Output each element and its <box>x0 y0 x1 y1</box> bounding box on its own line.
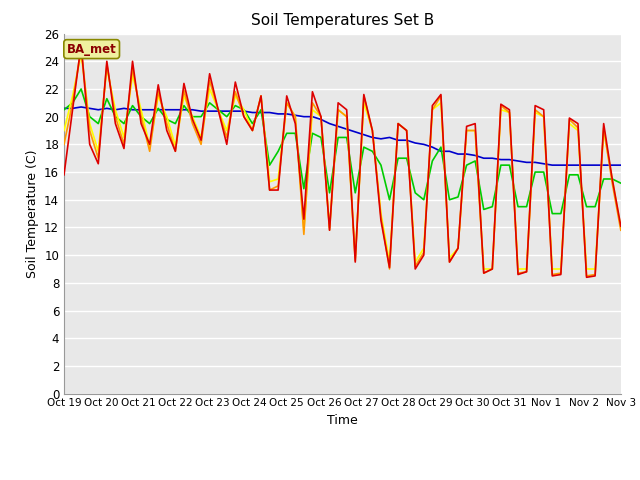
Title: Soil Temperatures Set B: Soil Temperatures Set B <box>251 13 434 28</box>
Text: BA_met: BA_met <box>67 43 116 56</box>
Y-axis label: Soil Temperature (C): Soil Temperature (C) <box>26 149 38 278</box>
X-axis label: Time: Time <box>327 414 358 427</box>
